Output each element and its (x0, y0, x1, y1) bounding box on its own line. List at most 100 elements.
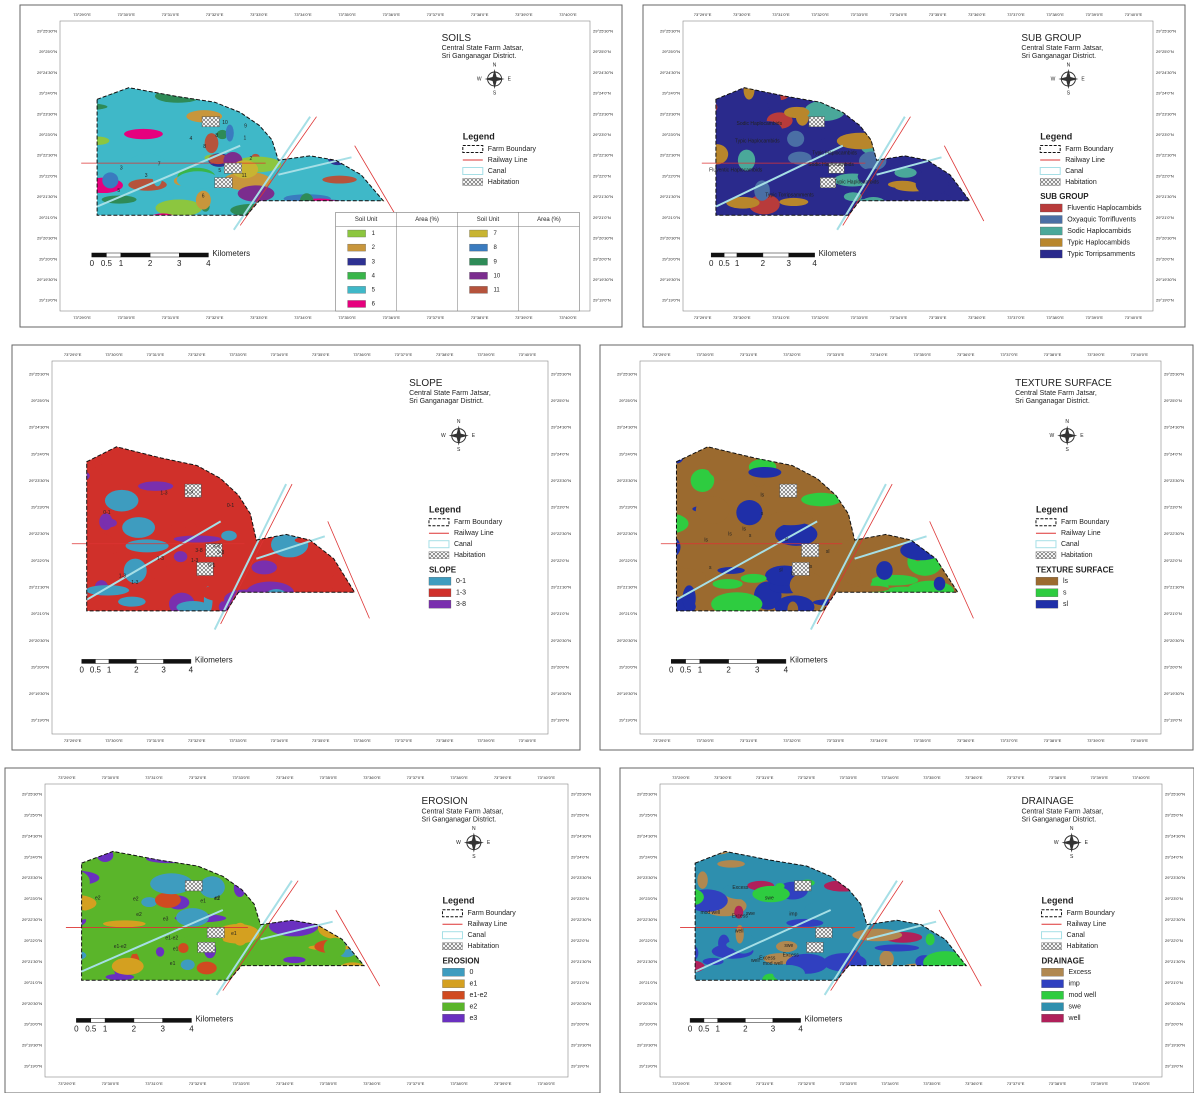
legend-label: Habitation (1065, 179, 1097, 186)
latitude-label: 29°24'0"N (1164, 451, 1182, 456)
longitude-label: 73°39'0"E (1090, 775, 1108, 780)
longitude-label: 73°39'0"E (477, 738, 495, 743)
longitude-label: 73°39'0"E (1087, 352, 1105, 357)
compass-label: W (1049, 433, 1054, 439)
latitude-label: 29°20'30"N (37, 236, 57, 241)
latitude-label: 29°23'0"N (662, 132, 680, 137)
class-patch (773, 965, 805, 982)
latitude-label: 29°23'30"N (1156, 111, 1176, 116)
class-label: imp (1069, 981, 1080, 988)
latitude-label: 29°24'0"N (619, 451, 637, 456)
longitude-label: 73°36'0"E (363, 775, 381, 780)
class-patch (916, 173, 949, 195)
longitude-label: 73°39'0"E (515, 12, 533, 17)
latitude-label: 29°19'30"N (29, 691, 49, 696)
latitude-label: 29°24'30"N (551, 425, 571, 430)
latitude-label: 29°19'0"N (639, 1064, 657, 1069)
latitude-label: 29°19'0"N (1164, 718, 1182, 723)
longitude-label: 73°38'0"E (1046, 315, 1064, 320)
longitude-label: 73°32'0"E (783, 352, 801, 357)
longitude-label: 73°35'0"E (312, 738, 330, 743)
latitude-label: 29°22'0"N (1156, 173, 1174, 178)
latitude-label: 29°20'30"N (551, 638, 571, 643)
longitude-label: 73°31'0"E (756, 1081, 774, 1086)
class-patch (786, 919, 823, 927)
habitation (224, 163, 241, 173)
legend-label: Canal (1067, 932, 1086, 939)
habitation (809, 117, 825, 127)
latitude-label: 29°24'30"N (571, 833, 591, 838)
class-patch (155, 892, 181, 908)
map-title: SUB GROUP (1021, 33, 1081, 44)
latitude-label: 29°23'0"N (571, 896, 589, 901)
latitude-label: 29°22'0"N (662, 173, 680, 178)
latitude-label: 29°21'30"N (29, 585, 49, 590)
latitude-label: 29°23'30"N (571, 875, 591, 880)
longitude-label: 73°30'0"E (102, 775, 120, 780)
latitude-label: 29°24'0"N (593, 91, 611, 96)
scale-segment (718, 1018, 746, 1022)
theme-title: DRAINAGE (1042, 956, 1085, 965)
latitude-label: 29°22'0"N (593, 173, 611, 178)
latitude-label: 29°21'30"N (660, 194, 680, 199)
legend-label: Canal (454, 541, 473, 548)
map-label: ls (760, 492, 764, 498)
class-patch (174, 535, 222, 542)
longitude-label: 73°29'0"E (672, 1081, 690, 1086)
scale-segment (789, 253, 815, 257)
map-subtitle: Central State Farm Jatsar, (1021, 808, 1103, 815)
latitude-label: 29°19'30"N (551, 691, 571, 696)
map-label: 6 (202, 193, 205, 199)
longitude-label: 73°33'0"E (827, 738, 845, 743)
class-swatch (470, 272, 488, 279)
map-label: 5 (218, 168, 221, 174)
longitude-label: 73°34'0"E (890, 315, 908, 320)
map-label: Excess (783, 953, 800, 959)
scale-label: 2 (132, 1025, 137, 1034)
habitation (802, 544, 819, 557)
scale-unit: Kilometers (819, 249, 857, 258)
longitude-label: 73°39'0"E (1085, 315, 1103, 320)
longitude-label: 73°40'0"E (1131, 738, 1149, 743)
scale-segment (105, 1018, 134, 1022)
longitude-label: 73°36'0"E (968, 12, 986, 17)
longitude-label: 73°37'0"E (395, 738, 413, 743)
longitude-label: 73°32'0"E (189, 775, 207, 780)
longitude-label: 73°34'0"E (881, 775, 899, 780)
longitude-label: 73°29'0"E (653, 738, 671, 743)
longitude-label: 73°37'0"E (1007, 1081, 1025, 1086)
longitude-label: 73°31'0"E (772, 315, 790, 320)
legend-symbol (442, 932, 462, 939)
map-label: Sodic Haplocambids (736, 121, 782, 127)
longitude-label: 73°38'0"E (471, 315, 489, 320)
class-patch (177, 171, 219, 189)
map-label: e1-e2 (165, 936, 178, 942)
latitude-label: 29°20'30"N (617, 638, 637, 643)
class-swatch (470, 286, 488, 293)
map-label: 0-1 (103, 510, 110, 516)
scale-label: 0.5 (101, 259, 113, 268)
class-swatch (1040, 204, 1062, 212)
latitude-label: 29°22'0"N (1164, 558, 1182, 563)
table-header: Soil Unit (477, 217, 500, 223)
class-swatch (429, 589, 451, 597)
longitude-label: 73°37'0"E (395, 352, 413, 357)
scale-segment (671, 659, 685, 663)
map-label: 9 (244, 123, 247, 129)
class-patch (934, 577, 946, 591)
class-label: 0 (469, 969, 473, 976)
longitude-label: 73°36'0"E (957, 352, 975, 357)
latitude-label: 29°24'30"N (22, 833, 42, 838)
latitude-label: 29°25'0"N (31, 398, 49, 403)
scale-segment (95, 659, 109, 663)
scale-segment (109, 659, 136, 663)
class-swatch (442, 1014, 464, 1022)
legend-label: Habitation (1061, 552, 1093, 559)
habitation (185, 881, 202, 891)
map-label: 1 (243, 135, 246, 141)
map-label: Typic Haplocambids (735, 139, 780, 145)
latitude-label: 29°22'30"N (37, 153, 57, 158)
legend-label: Farm Boundary (1067, 910, 1116, 917)
map-label: 3-8 (217, 550, 224, 556)
longitude-label: 73°36'0"E (957, 738, 975, 743)
